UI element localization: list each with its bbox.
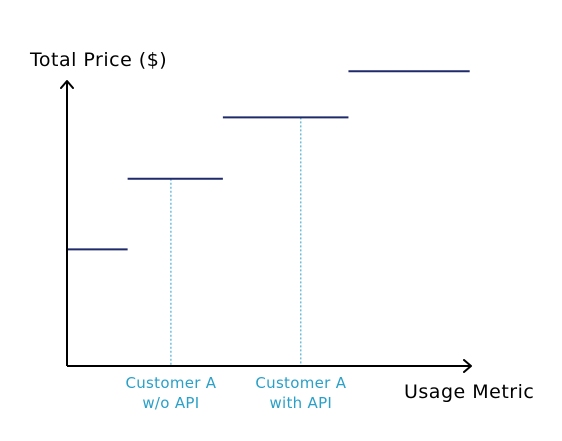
x-axis-title: Usage Metric xyxy=(404,381,534,403)
y-axis-title: Total Price ($) xyxy=(29,49,167,71)
annotation-label-1-line2: w/o API xyxy=(142,394,199,412)
annotation-label-2-line1: Customer A xyxy=(255,374,346,392)
annotation-label-1-line1: Customer A xyxy=(125,374,216,392)
annotation-layer: Customer A w/o API Customer A with API xyxy=(125,117,346,412)
annotation-label-2-line2: with API xyxy=(269,394,332,412)
price-steps xyxy=(67,70,470,251)
